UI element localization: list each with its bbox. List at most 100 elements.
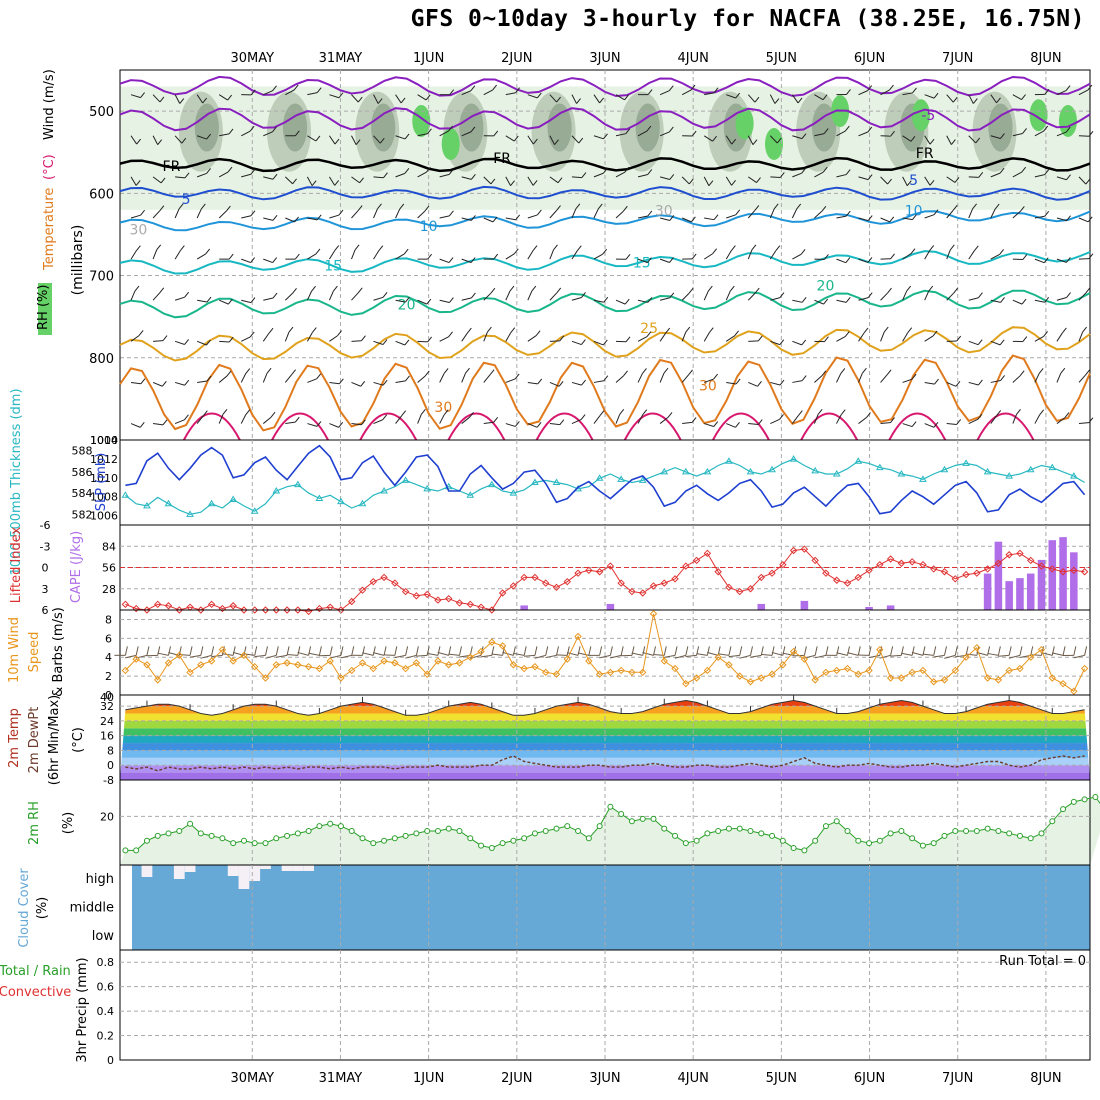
rh2m-ytick: 20 bbox=[100, 810, 114, 823]
rh2m-marker bbox=[316, 823, 323, 830]
wind-barb bbox=[902, 92, 913, 96]
cape-bar bbox=[520, 605, 528, 610]
rh2m-marker bbox=[952, 828, 959, 834]
wind-barb bbox=[924, 290, 930, 301]
rh-blob-dark bbox=[459, 103, 484, 152]
cloud-high-gap bbox=[292, 865, 304, 871]
wind-barb-flag bbox=[509, 285, 515, 292]
wind-barb-flag bbox=[801, 339, 807, 346]
wind10-barb bbox=[868, 654, 880, 659]
wind10-barb-flag bbox=[286, 646, 290, 656]
wind-barb-flag bbox=[619, 408, 625, 415]
wind-barb bbox=[814, 210, 823, 219]
wind-barb-flag bbox=[138, 330, 144, 336]
wind-barb-flag bbox=[493, 253, 499, 260]
wind-barb-flag bbox=[531, 285, 537, 292]
wind10-barb-flag bbox=[1084, 646, 1088, 656]
wind-barb-flag bbox=[669, 257, 674, 263]
wind-barb bbox=[329, 335, 338, 342]
date-label-top: 7JUN bbox=[942, 51, 973, 66]
wind-barb-flag bbox=[932, 330, 938, 337]
wind10-marker bbox=[811, 676, 819, 684]
wind-barb-flag bbox=[489, 369, 495, 376]
wind-barb-flag bbox=[1044, 296, 1050, 303]
wind-barb-flag bbox=[250, 210, 256, 217]
wind-barb bbox=[285, 217, 295, 223]
temp2m-ylabel-4: (°C) bbox=[71, 727, 86, 753]
wind-barb bbox=[241, 130, 251, 137]
temp-contour bbox=[119, 185, 1091, 201]
wind-barb bbox=[703, 332, 710, 342]
wind-barb bbox=[152, 292, 161, 301]
wind-barb-flag bbox=[162, 335, 168, 341]
wind-barb bbox=[329, 214, 340, 219]
wind-barb-flag bbox=[202, 410, 208, 417]
wind-barb bbox=[549, 135, 555, 145]
wind10-barb-flag bbox=[609, 646, 613, 656]
temp-contour bbox=[119, 156, 1091, 173]
wind10-barb bbox=[200, 654, 212, 659]
rh2m-marker bbox=[693, 837, 700, 844]
wind-barb-flag bbox=[712, 135, 717, 142]
wind10-marker bbox=[1016, 664, 1024, 673]
wind-barb bbox=[483, 176, 492, 185]
rh2m-marker bbox=[187, 820, 194, 827]
rh2m-marker bbox=[790, 845, 797, 851]
wind-barb bbox=[637, 414, 644, 424]
wind-barb-flag bbox=[669, 292, 675, 299]
wind-barb-flag bbox=[757, 419, 763, 425]
lifted-marker bbox=[789, 546, 798, 555]
wind10-barb-flag bbox=[178, 646, 182, 656]
rh-blob-dark bbox=[194, 103, 219, 152]
wind-barb-flag bbox=[642, 409, 648, 416]
thickness-marker bbox=[1026, 465, 1035, 473]
contour-label: 10 bbox=[420, 219, 438, 235]
wind-barb-flag bbox=[1085, 287, 1091, 294]
wind-barb bbox=[549, 292, 558, 301]
rh2m-marker bbox=[628, 818, 635, 825]
wind-barb bbox=[196, 208, 202, 219]
wind-barb-flag bbox=[578, 137, 584, 144]
wind-barb-flag bbox=[845, 210, 851, 217]
wind-barb bbox=[329, 423, 339, 428]
wind-barb-flag bbox=[1000, 133, 1005, 139]
wind-barb-flag bbox=[978, 172, 984, 178]
rh2m-marker bbox=[143, 837, 150, 844]
upper-ylabel-mb: (millibars) bbox=[70, 225, 86, 296]
temp-contour-35 bbox=[447, 412, 506, 441]
wind-barb bbox=[1012, 414, 1017, 424]
wind10-barb bbox=[275, 654, 288, 658]
wind-barb bbox=[307, 135, 317, 142]
wind-barb-flag bbox=[448, 125, 453, 132]
wind-barb bbox=[726, 94, 736, 99]
wind-barb bbox=[571, 176, 582, 179]
thickness-marker bbox=[897, 470, 906, 477]
rh2m-marker bbox=[122, 847, 129, 854]
lifted-marker bbox=[897, 559, 906, 567]
wind-barb bbox=[858, 373, 863, 383]
wind10-marker bbox=[132, 655, 140, 663]
wind-barb-flag bbox=[994, 203, 1000, 210]
wind10-marker bbox=[703, 666, 712, 675]
wind10-barb bbox=[534, 654, 546, 659]
wind10-ylabel-2: Speed bbox=[27, 632, 42, 673]
wind-barb bbox=[1056, 258, 1067, 263]
wind-barb-flag bbox=[382, 339, 388, 345]
wind10-barb-flag bbox=[340, 646, 344, 656]
wind-barb bbox=[461, 373, 466, 383]
wind-barb-flag bbox=[383, 172, 388, 179]
wind-barb bbox=[130, 135, 138, 145]
wind10-barb-flag bbox=[954, 646, 958, 656]
wind-barb-flag bbox=[817, 408, 823, 415]
wind-barb-flag bbox=[575, 203, 581, 210]
precip-ytick: 0 bbox=[107, 1054, 114, 1067]
wind-barb bbox=[814, 299, 824, 305]
wind-barb-flag bbox=[361, 419, 366, 426]
wind-barb-flag bbox=[532, 180, 538, 186]
contour-label: 10 bbox=[905, 204, 923, 220]
wind-barb bbox=[880, 89, 890, 96]
wind-barb-flag bbox=[382, 379, 388, 386]
wind-barb bbox=[152, 249, 158, 260]
wind-barb bbox=[1078, 374, 1086, 383]
rh2m-marker bbox=[973, 828, 980, 834]
